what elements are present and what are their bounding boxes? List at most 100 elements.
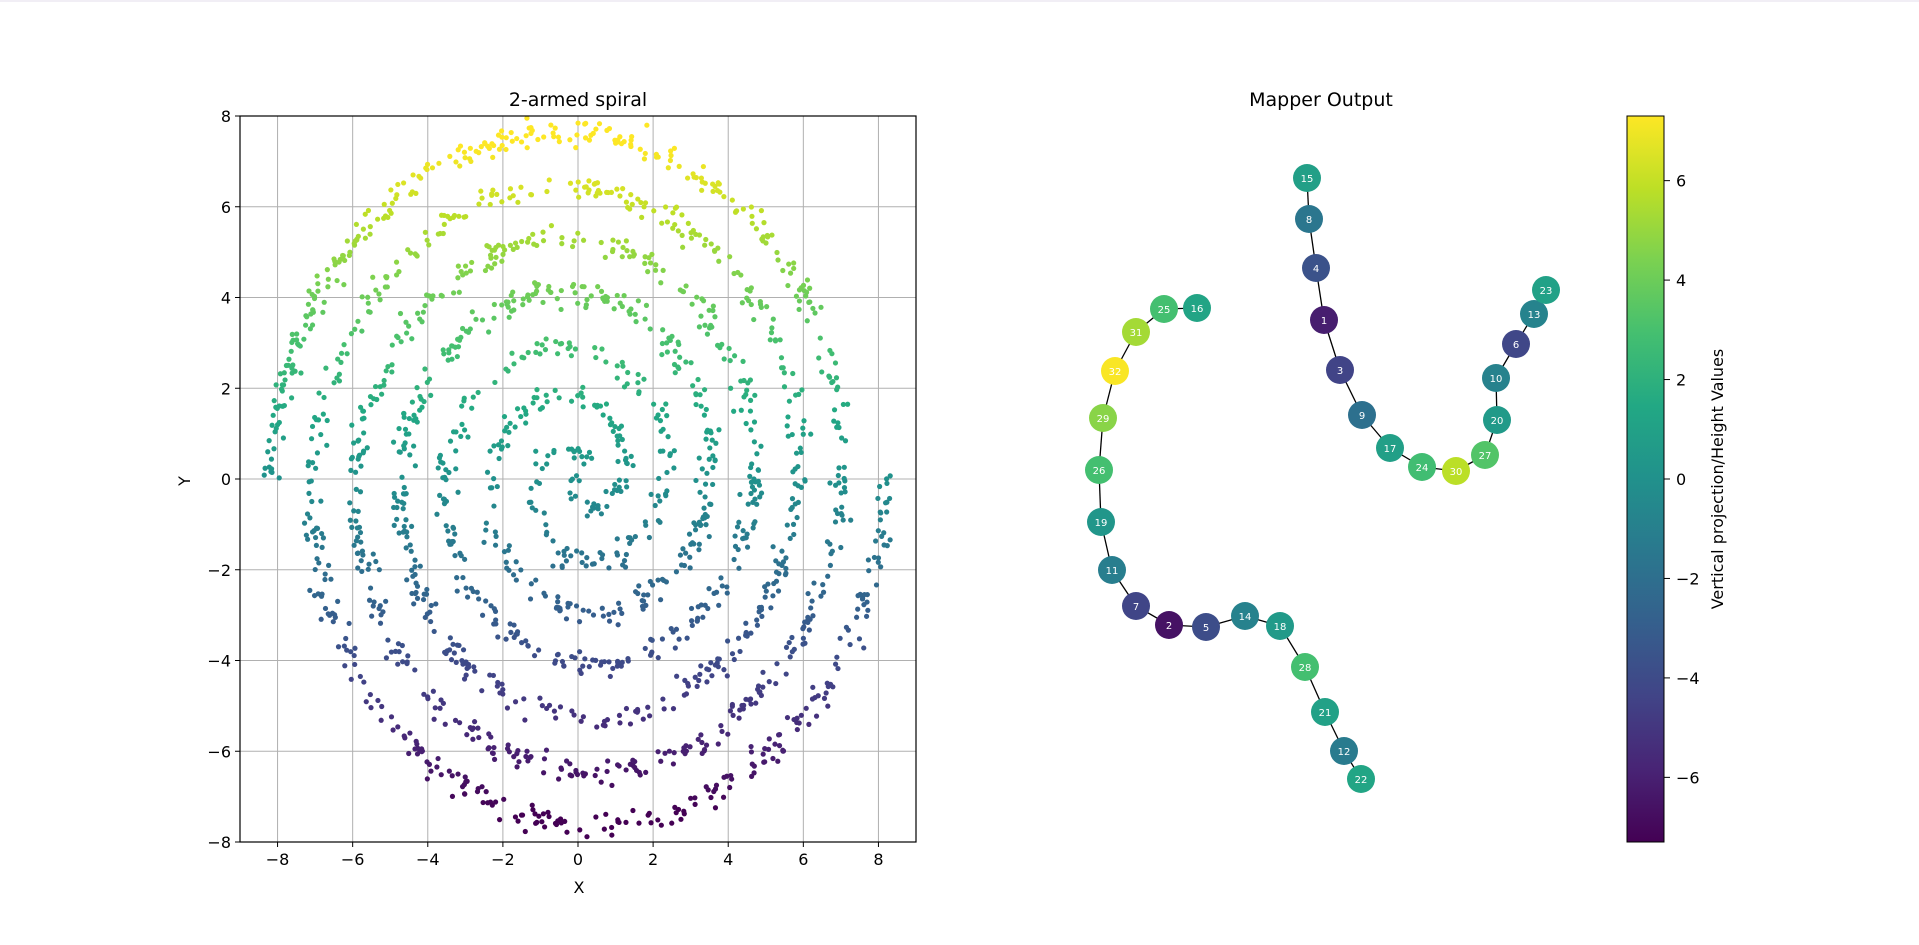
scatter-point [817, 335, 823, 341]
scatter-point [540, 238, 547, 244]
colorbar-tick-label: 2 [1676, 371, 1686, 390]
scatter-point [403, 491, 409, 497]
scatter-point [726, 345, 732, 352]
scatter-point [491, 315, 497, 321]
scatter-point [580, 714, 586, 720]
scatter-point [438, 697, 444, 703]
scatter-point [787, 270, 794, 276]
scatter-point [441, 496, 447, 502]
scatter-point [835, 665, 841, 672]
scatter-point [664, 340, 670, 346]
scatter-point [693, 175, 699, 181]
scatter-point [306, 459, 312, 465]
scatter-point [883, 476, 890, 482]
scatter-point [688, 795, 694, 801]
scatter-point [452, 552, 458, 559]
scatter-point [450, 429, 457, 435]
scatter-point [550, 563, 556, 569]
scatter-point [412, 571, 418, 578]
scatter-point [464, 778, 470, 784]
scatter-point [530, 400, 536, 406]
scatter-point [770, 316, 776, 322]
scatter-point [758, 304, 764, 310]
scatter-point [418, 175, 424, 181]
scatter-point [298, 370, 304, 376]
scatter-point [396, 530, 402, 536]
scatter-point [671, 145, 678, 151]
scatter-point [776, 561, 782, 567]
scatter-point [359, 416, 365, 422]
scatter-point [651, 401, 657, 407]
scatter-point [744, 544, 751, 550]
scatter-point [542, 824, 548, 830]
scatter-y-tick-label: −8 [207, 833, 231, 852]
scatter-point [482, 140, 488, 146]
scatter-point [842, 438, 849, 444]
scatter-point [633, 767, 640, 774]
scatter-point [614, 433, 620, 439]
scatter-point [685, 683, 691, 689]
scatter-point [406, 415, 412, 422]
scatter-x-ticks: −8 −6 −4 −2 0 2 4 6 8 [266, 842, 884, 869]
scatter-point [544, 461, 550, 467]
scatter-point [391, 490, 397, 497]
scatter-point [491, 621, 497, 627]
scatter-point [853, 614, 860, 620]
scatter-point [701, 412, 707, 418]
scatter-point [785, 414, 791, 420]
scatter-point [721, 667, 727, 673]
scatter-point [717, 189, 723, 195]
scatter-point [362, 235, 368, 241]
scatter-point [619, 659, 625, 665]
mapper-node-27: 27 [1471, 441, 1499, 469]
scatter-point [489, 141, 495, 147]
scatter-point [748, 490, 754, 497]
scatter-point [778, 355, 785, 361]
scatter-point [677, 552, 684, 558]
scatter-point [525, 758, 531, 764]
scatter-point [540, 229, 546, 235]
scatter-point [833, 375, 840, 381]
scatter-point [289, 395, 295, 401]
scatter-point [716, 427, 722, 433]
scatter-point [785, 282, 791, 289]
scatter-point [283, 362, 289, 369]
mapper-node-25: 25 [1150, 295, 1178, 323]
scatter-point [631, 251, 637, 258]
scatter-point [625, 658, 631, 664]
scatter-point [636, 820, 642, 826]
scatter-point [803, 705, 809, 711]
scatter-point [607, 422, 614, 428]
scatter-point [753, 700, 759, 706]
scatter-point [534, 341, 540, 347]
scatter-point [534, 387, 540, 393]
scatter-point [421, 691, 427, 697]
scatter-point [462, 263, 469, 269]
scatter-point [781, 370, 787, 376]
scatter-point [289, 331, 295, 337]
scatter-point [770, 544, 776, 550]
scatter-point [541, 134, 547, 140]
scatter-point [552, 660, 558, 666]
scatter-point [423, 165, 429, 171]
scatter-point [356, 524, 363, 530]
scatter-point [781, 384, 788, 390]
scatter-point [708, 430, 714, 436]
scatter-point [442, 474, 448, 480]
scatter-point [861, 602, 867, 608]
scatter-point [305, 536, 311, 542]
scatter-point [410, 172, 416, 178]
scatter-point [724, 773, 730, 779]
scatter-point [778, 365, 785, 371]
scatter-point [678, 816, 684, 822]
scatter-point [573, 767, 579, 774]
scatter-point [403, 517, 409, 523]
scatter-point [805, 590, 811, 597]
scatter-point [450, 214, 456, 220]
scatter-point [818, 304, 824, 310]
scatter-point [769, 325, 775, 331]
scatter-point [453, 659, 459, 665]
scatter-point [710, 307, 716, 314]
scatter-point [370, 274, 376, 280]
scatter-point [456, 213, 462, 219]
